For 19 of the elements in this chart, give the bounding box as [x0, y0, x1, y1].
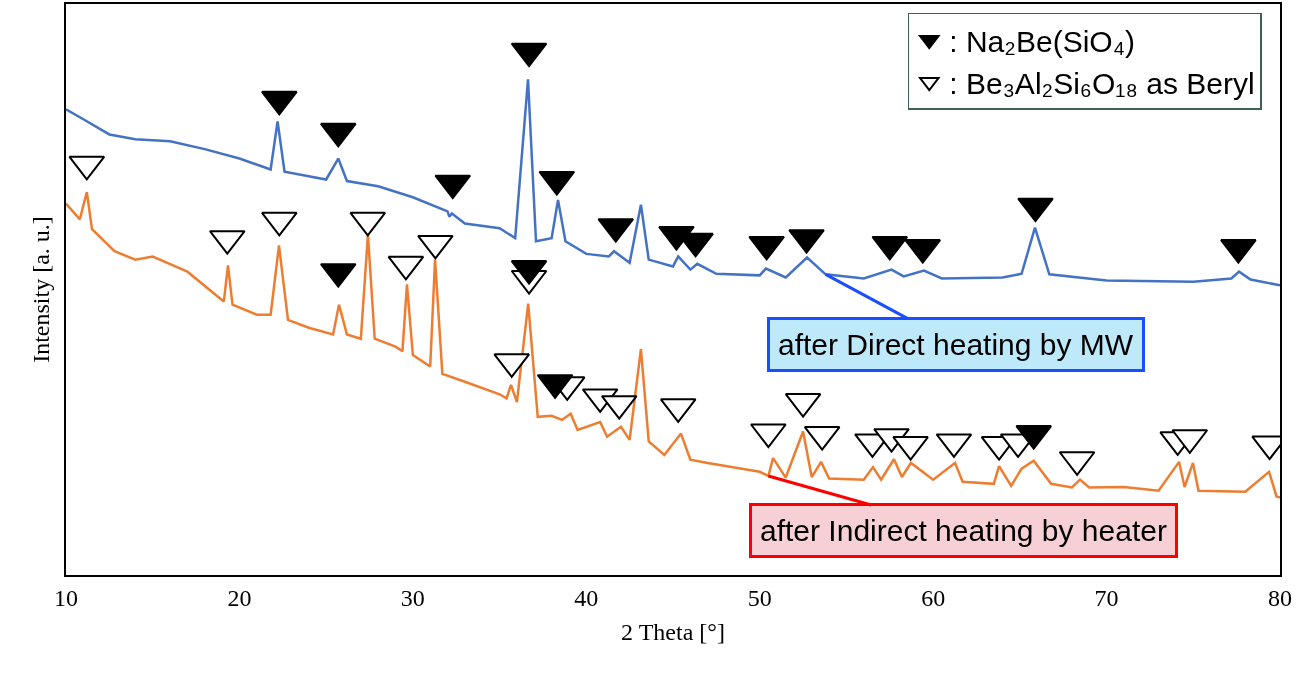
legend-label: : Na₂Be(SiO₄)	[949, 24, 1135, 58]
x-tick-label: 70	[1094, 584, 1119, 611]
annotation: after Indirect heating by heater	[760, 514, 1167, 547]
x-tick-label: 50	[747, 584, 772, 611]
x-tick-label: 20	[227, 584, 252, 611]
y-axis-title: Intensity [a. u.]	[27, 216, 54, 363]
point	[417, 234, 454, 260]
x-axis-title: 2 Theta [°]	[621, 619, 725, 646]
point	[1017, 197, 1054, 223]
x-tick-label: 80	[1268, 584, 1292, 611]
x-tick-label: 60	[921, 584, 946, 611]
x-tick-label: 30	[400, 584, 425, 611]
point	[261, 211, 298, 237]
x-tick-label: 40	[574, 584, 599, 611]
x-tick-label: 10	[54, 584, 78, 611]
point	[748, 235, 785, 261]
legend-label: : Be₃Al₂Si₆O₁₈ as Beryl	[949, 66, 1255, 100]
annotation: after Direct heating by MW	[778, 328, 1134, 361]
point	[261, 90, 298, 116]
